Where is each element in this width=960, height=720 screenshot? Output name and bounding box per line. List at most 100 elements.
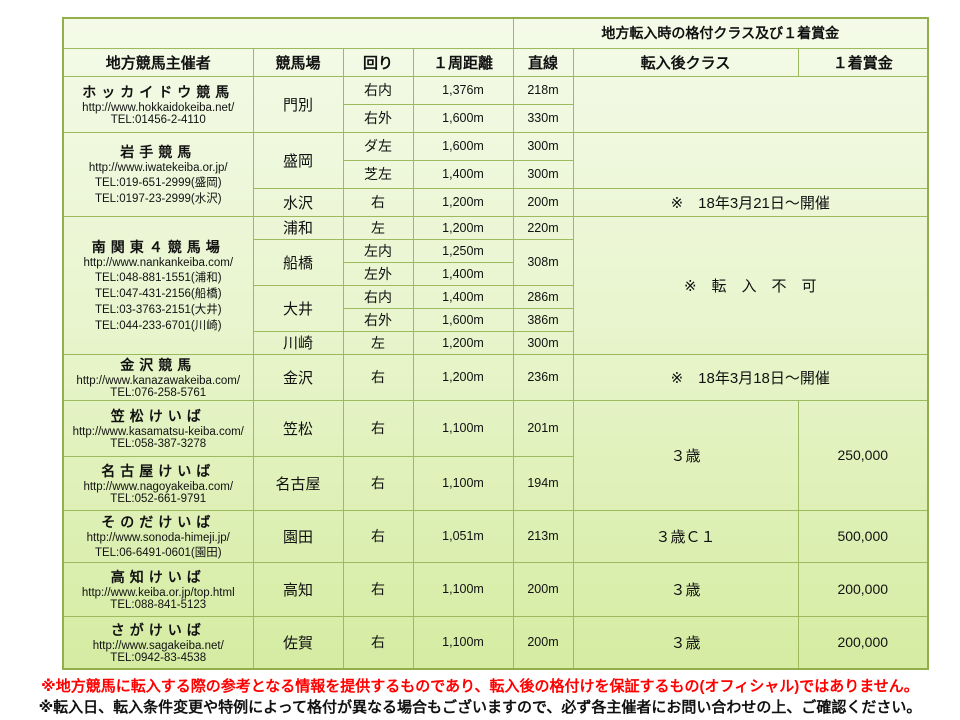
col-header-lap-distance: １周距離	[412, 47, 514, 77]
footnotes: ※地方競馬に転入する際の参考となる情報を提供するものであり、転入後の格付けを保証…	[0, 676, 960, 718]
organizer-url: http://www.nankankeiba.com/	[83, 257, 234, 269]
straight-cell: 200m	[512, 187, 574, 217]
organizer-name: 名古屋けいば	[101, 463, 216, 479]
organizer-tel: TEL:06-6491-0601(園田)	[94, 547, 222, 559]
straight-cell: 218m	[512, 75, 574, 105]
lap-distance-cell: 1,100m	[412, 455, 514, 511]
organizer-tel: TEL:088-841-5123	[110, 599, 207, 611]
racecourse-sonoda: 園田	[252, 509, 344, 563]
racecourse-nagoya: 名古屋	[252, 455, 344, 511]
direction-cell: 左外	[342, 261, 414, 286]
straight-cell: 200m	[512, 615, 574, 670]
lap-distance-cell: 1,600m	[412, 131, 514, 161]
lap-distance-cell: 1,400m	[412, 261, 514, 286]
organizer-nagoya: 名古屋けいば http://www.nagoyakeiba.com/ TEL:0…	[62, 455, 254, 511]
lap-distance-cell: 1,100m	[412, 399, 514, 457]
col-header-direction: 回り	[342, 47, 414, 77]
organizer-url: http://www.hokkaidokeiba.net/	[82, 102, 235, 114]
lap-distance-cell: 1,200m	[412, 187, 514, 217]
lap-distance-cell: 1,051m	[412, 509, 514, 563]
straight-cell: 330m	[512, 103, 574, 133]
organizer-name: 岩手競馬	[120, 144, 197, 160]
organizer-tel: TEL:0197-23-2999(水沢)	[94, 193, 222, 205]
organizer-iwate: 岩手競馬 http://www.iwatekeiba.or.jp/ TEL:01…	[62, 131, 254, 217]
col-header-first-prize: １着賞金	[797, 47, 929, 77]
header-empty-cell	[62, 17, 514, 49]
organizer-name: 南関東４競馬場	[91, 239, 225, 255]
organizer-url: http://www.sonoda-himeji.jp/	[86, 532, 230, 544]
organizer-sonoda: そのだけいば http://www.sonoda-himeji.jp/ TEL:…	[62, 509, 254, 563]
straight-cell: 386m	[512, 307, 574, 332]
organizer-url: http://www.kasamatsu-keiba.com/	[72, 426, 244, 438]
racecourse-kanazawa: 金沢	[252, 353, 344, 401]
col-header-organizer: 地方競馬主催者	[62, 47, 254, 77]
first-prize-cell: 250,000	[797, 399, 929, 511]
class-after-cell: ３歳	[572, 561, 799, 617]
racecourse-oi: 大井	[252, 284, 344, 332]
footnote-disclaimer: ※地方競馬に転入する際の参考となる情報を提供するものであり、転入後の格付けを保証…	[41, 678, 919, 695]
direction-cell: 右	[342, 455, 414, 511]
col-header-class-after: 転入後クラス	[572, 47, 799, 77]
class-after-cell: ３歳Ｃ１	[572, 509, 799, 563]
group-header: 地方転入時の格付クラス及び１着賞金	[512, 17, 929, 49]
straight-cell: 200m	[512, 561, 574, 617]
organizer-url: http://www.iwatekeiba.or.jp/	[88, 162, 228, 174]
organizer-url: http://www.keiba.or.jp/top.html	[81, 587, 235, 599]
organizer-url: http://www.sagakeiba.net/	[92, 640, 224, 653]
organizer-tel: TEL:047-431-2156(船橋)	[94, 288, 222, 300]
racecourse-monbetsu: 門別	[252, 75, 344, 133]
straight-cell: 213m	[512, 509, 574, 563]
organizer-nankan: 南関東４競馬場 http://www.nankankeiba.com/ TEL:…	[62, 215, 254, 355]
organizer-tel: TEL:052-661-9791	[110, 493, 207, 505]
direction-cell: 右内	[342, 75, 414, 105]
lap-distance-cell: 1,200m	[412, 215, 514, 240]
col-header-racecourse: 競馬場	[252, 47, 344, 77]
direction-cell: ダ左	[342, 131, 414, 161]
organizer-url: http://www.kanazawakeiba.com/	[76, 375, 241, 387]
straight-cell: 300m	[512, 330, 574, 355]
organizer-tel: TEL:048-881-1551(浦和)	[94, 272, 222, 284]
racecourse-kochi: 高知	[252, 561, 344, 617]
straight-cell: 220m	[512, 215, 574, 240]
col-header-straight: 直線	[512, 47, 574, 77]
organizer-tel: TEL:058-387-3278	[110, 438, 207, 450]
note-morioka	[572, 131, 929, 189]
direction-cell: 右	[342, 615, 414, 670]
direction-cell: 右	[342, 509, 414, 563]
racecourse-saga: 佐賀	[252, 615, 344, 670]
organizer-name: 笠松けいば	[110, 408, 206, 424]
racing-transfer-table: 地方転入時の格付クラス及び１着賞金 地方競馬主催者 競馬場 回り １周距離 直線…	[62, 17, 929, 670]
direction-cell: 左	[342, 330, 414, 355]
first-prize-cell: 200,000	[797, 615, 929, 670]
lap-distance-cell: 1,600m	[412, 307, 514, 332]
organizer-tel: TEL:0942-83-4538	[110, 652, 207, 665]
direction-cell: 右	[342, 187, 414, 217]
organizer-kanazawa: 金沢競馬 http://www.kanazawakeiba.com/ TEL:0…	[62, 353, 254, 401]
organizer-name: さがけいば	[110, 622, 206, 639]
organizer-name: そのだけいば	[101, 514, 216, 530]
racecourse-kawasaki: 川崎	[252, 330, 344, 355]
note-kanazawa-schedule: ※ 18年3月18日～開催	[572, 353, 929, 401]
direction-cell: 右	[342, 353, 414, 401]
racecourse-morioka: 盛岡	[252, 131, 344, 189]
racecourse-urawa: 浦和	[252, 215, 344, 240]
organizer-saga: さがけいば http://www.sagakeiba.net/ TEL:0942…	[62, 615, 254, 670]
lap-distance-cell: 1,400m	[412, 159, 514, 189]
straight-cell: 300m	[512, 159, 574, 189]
organizer-tel: TEL:01456-2-4110	[110, 114, 206, 126]
first-prize-cell: 200,000	[797, 561, 929, 617]
note-transfer-not-allowed: ※ 転 入 不 可	[572, 215, 929, 355]
class-after-cell: ３歳	[572, 615, 799, 670]
footnote-confirmation: ※転入日、転入条件変更や特例によって格付が異なる場合もございますので、必ず各主催…	[38, 699, 922, 716]
straight-cell: 194m	[512, 455, 574, 511]
class-after-cell: ３歳	[572, 399, 799, 511]
lap-distance-cell: 1,400m	[412, 284, 514, 309]
organizer-url: http://www.nagoyakeiba.com/	[83, 481, 234, 493]
organizer-tel: TEL:03-3763-2151(大井)	[94, 304, 222, 316]
note-monbetsu	[572, 75, 929, 133]
lap-distance-cell: 1,250m	[412, 238, 514, 263]
straight-cell: 286m	[512, 284, 574, 309]
lap-distance-cell: 1,200m	[412, 353, 514, 401]
direction-cell: 左内	[342, 238, 414, 263]
